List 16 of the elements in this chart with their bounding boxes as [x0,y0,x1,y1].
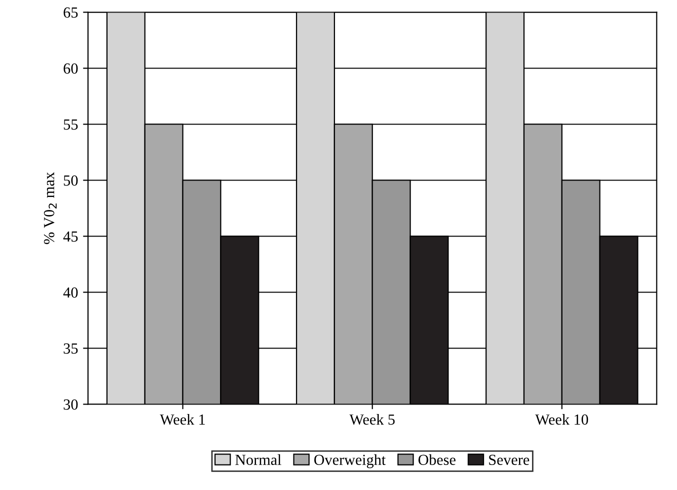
legend-label: Overweight [314,454,386,468]
legend-label: Normal [235,454,282,465]
y-tick-label: 30 [64,399,78,410]
x-tick-label: Week 10 [535,414,588,425]
y-tick-label: 60 [64,63,78,74]
y-tick-label: 45 [63,231,78,242]
y-tick-label: 35 [64,343,78,354]
y-axis-title: % V0$_{2}$ max [44,172,57,244]
x-tick-label: Week 5 [349,414,395,425]
y-tick-label: 40 [63,287,78,298]
legend-label: Obese [418,454,456,465]
y-tick-label: 55 [64,120,78,130]
y-tick-label: 50 [64,175,78,186]
legend-label: Severe [489,454,530,465]
y-tick-label: 65 [64,7,78,18]
x-tick-label: Week 1 [160,414,205,425]
